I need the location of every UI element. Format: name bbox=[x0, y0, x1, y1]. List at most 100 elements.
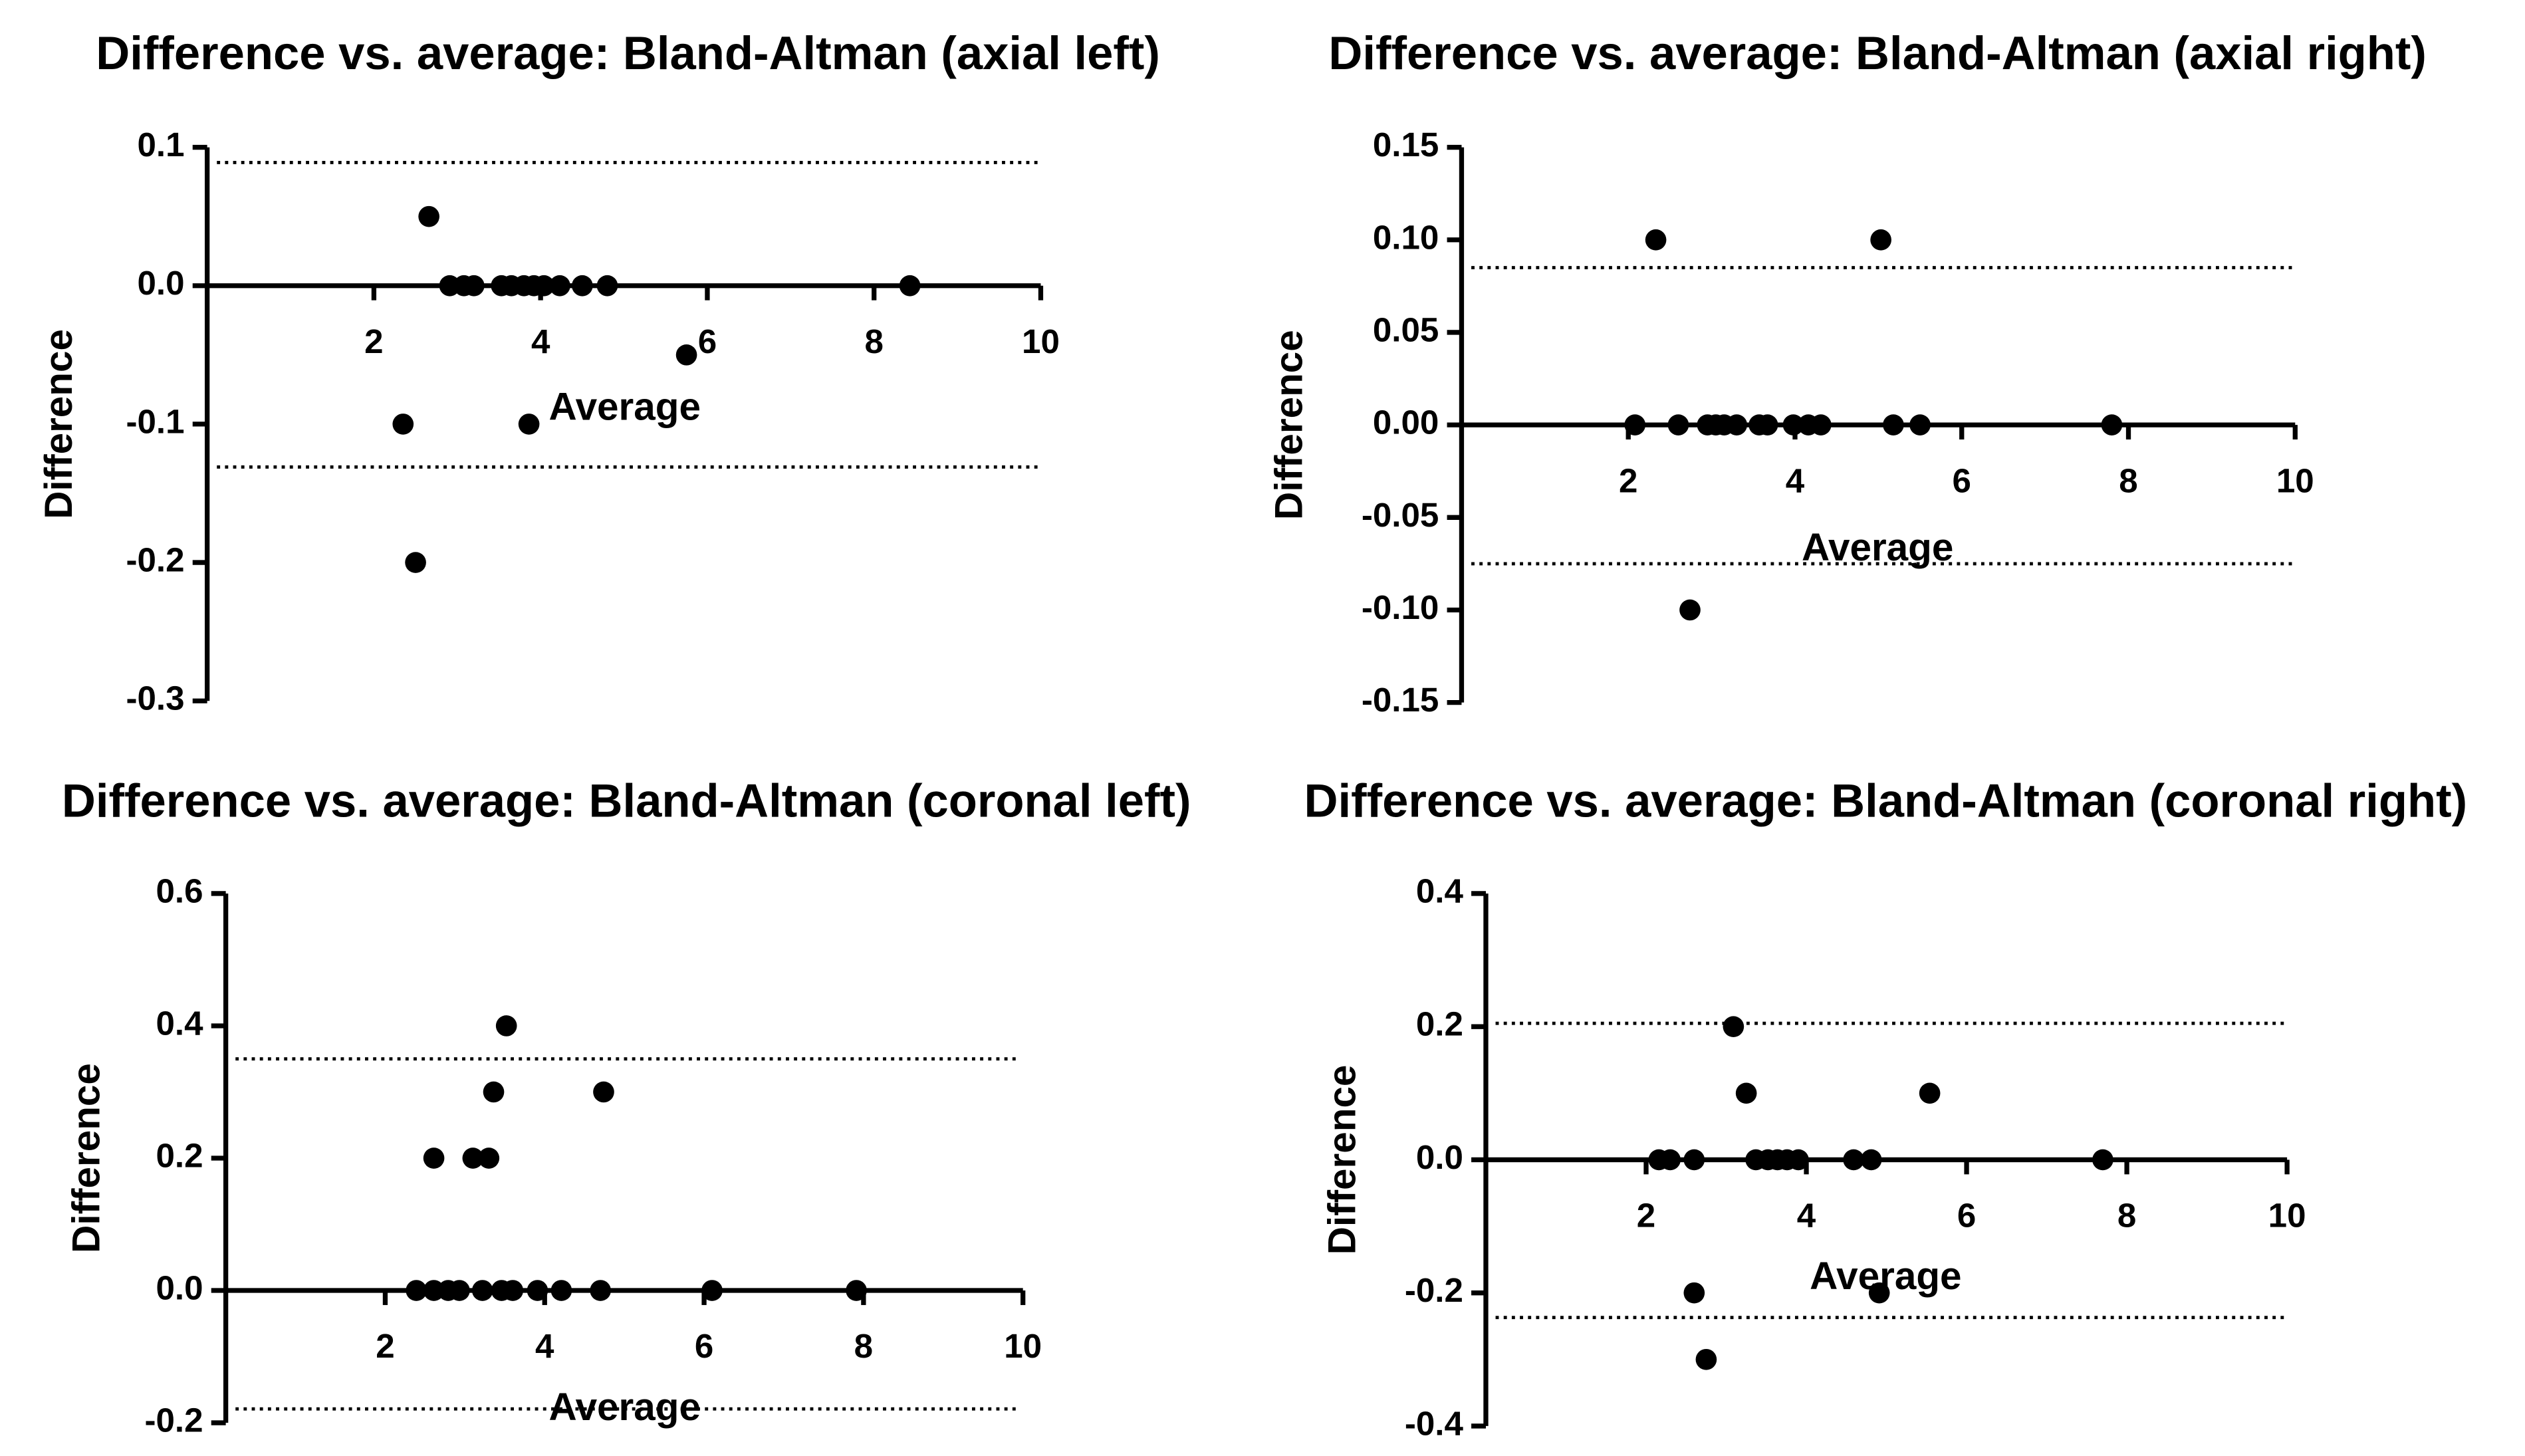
data-point bbox=[1624, 414, 1646, 435]
x-axis-label: Average bbox=[1802, 526, 1953, 569]
data-point bbox=[1695, 1348, 1717, 1370]
data-point bbox=[846, 1280, 867, 1301]
x-tick-label: 8 bbox=[2119, 461, 2137, 499]
data-point bbox=[1782, 414, 1804, 435]
y-tick-label: 0.2 bbox=[156, 1136, 203, 1174]
y-axis-label: Difference bbox=[1321, 1065, 1364, 1255]
x-tick-label: 2 bbox=[1637, 1197, 1655, 1235]
y-tick-label: -0.05 bbox=[1362, 496, 1439, 534]
x-tick-label: 10 bbox=[2268, 1197, 2306, 1235]
y-tick-label: 0.1 bbox=[137, 126, 184, 164]
data-point bbox=[675, 344, 697, 366]
data-point bbox=[2092, 1149, 2113, 1171]
chart-title: Difference vs. average: Bland-Altman (co… bbox=[62, 775, 1191, 827]
y-tick-label: -0.10 bbox=[1362, 588, 1439, 626]
data-point bbox=[1860, 1149, 1882, 1171]
chart-title: Difference vs. average: Bland-Altman (ax… bbox=[1328, 27, 2427, 79]
data-point bbox=[1735, 1082, 1757, 1104]
chart-title: Difference vs. average: Bland-Altman (co… bbox=[1304, 775, 2468, 827]
data-point bbox=[1645, 229, 1667, 251]
x-tick-label: 6 bbox=[1957, 1197, 1976, 1235]
data-point bbox=[1810, 414, 1832, 435]
data-point bbox=[478, 1148, 500, 1169]
x-tick-label: 8 bbox=[2117, 1197, 2136, 1235]
data-point bbox=[1919, 1082, 1941, 1104]
y-tick-label: -0.15 bbox=[1362, 681, 1439, 719]
y-tick-label: -0.2 bbox=[1405, 1271, 1463, 1309]
x-tick-label: 4 bbox=[1786, 461, 1805, 499]
y-tick-label: -0.2 bbox=[144, 1401, 203, 1439]
data-point bbox=[1679, 599, 1701, 621]
data-point bbox=[1868, 1282, 1890, 1304]
x-tick-label: 2 bbox=[364, 322, 383, 360]
data-point bbox=[1870, 229, 1891, 251]
x-tick-label: 4 bbox=[531, 322, 550, 360]
x-tick-label: 8 bbox=[854, 1327, 873, 1365]
data-point bbox=[449, 1280, 470, 1301]
data-point bbox=[899, 275, 921, 297]
data-point bbox=[701, 1280, 723, 1301]
data-point bbox=[1788, 1149, 1809, 1171]
y-tick-label: -0.4 bbox=[1405, 1404, 1464, 1442]
y-axis-label: Difference bbox=[64, 1063, 108, 1253]
x-tick-label: 2 bbox=[376, 1327, 394, 1365]
y-tick-label: 0.10 bbox=[1373, 218, 1439, 256]
data-point bbox=[590, 1280, 612, 1301]
data-point bbox=[596, 275, 618, 297]
y-tick-label: -0.1 bbox=[126, 402, 184, 440]
y-axis-label: Difference bbox=[37, 329, 80, 519]
x-tick-label: 10 bbox=[1004, 1327, 1042, 1365]
data-point bbox=[593, 1081, 614, 1103]
x-axis-label: Average bbox=[549, 1386, 701, 1429]
data-point bbox=[1883, 414, 1904, 435]
data-point bbox=[495, 1015, 517, 1036]
x-tick-label: 4 bbox=[1797, 1197, 1816, 1235]
x-tick-label: 6 bbox=[698, 322, 717, 360]
chart-title: Difference vs. average: Bland-Altman (ax… bbox=[96, 27, 1160, 79]
y-tick-label: 0.00 bbox=[1373, 404, 1439, 441]
x-tick-label: 6 bbox=[1953, 461, 1971, 499]
data-point bbox=[471, 1280, 493, 1301]
data-point bbox=[1909, 414, 1931, 435]
data-point bbox=[502, 1280, 524, 1301]
y-tick-label: -0.3 bbox=[126, 679, 184, 717]
data-point bbox=[1659, 1149, 1681, 1171]
data-point bbox=[527, 1280, 548, 1301]
x-tick-label: 8 bbox=[864, 322, 883, 360]
data-point bbox=[1683, 1282, 1705, 1304]
data-point bbox=[2101, 414, 2123, 435]
data-point bbox=[423, 1148, 445, 1169]
data-point bbox=[406, 1280, 427, 1301]
y-tick-label: 0.4 bbox=[1416, 872, 1464, 910]
data-point bbox=[1843, 1149, 1864, 1171]
data-point bbox=[1667, 414, 1689, 435]
data-point bbox=[1756, 414, 1778, 435]
x-tick-label: 6 bbox=[695, 1327, 713, 1365]
data-point bbox=[463, 275, 485, 297]
data-point bbox=[572, 275, 593, 297]
data-point bbox=[518, 414, 540, 435]
y-tick-label: 0.0 bbox=[1416, 1138, 1463, 1176]
x-tick-label: 10 bbox=[2276, 461, 2314, 499]
y-tick-label: 0.4 bbox=[156, 1004, 203, 1042]
x-tick-label: 10 bbox=[1022, 322, 1060, 360]
data-point bbox=[392, 414, 414, 435]
y-tick-label: 0.05 bbox=[1373, 310, 1439, 348]
x-axis-label: Average bbox=[549, 385, 701, 428]
y-tick-label: 0.6 bbox=[156, 872, 203, 910]
y-tick-label: -0.2 bbox=[126, 541, 184, 579]
data-point bbox=[550, 1280, 572, 1301]
data-point bbox=[483, 1081, 505, 1103]
x-tick-label: 2 bbox=[1619, 461, 1637, 499]
data-point bbox=[418, 205, 439, 227]
data-point bbox=[462, 1148, 484, 1169]
data-point bbox=[533, 275, 555, 297]
x-tick-label: 4 bbox=[535, 1327, 554, 1365]
data-point bbox=[1723, 1016, 1744, 1038]
data-point bbox=[1683, 1149, 1705, 1171]
data-point bbox=[405, 552, 426, 573]
data-point bbox=[549, 275, 570, 297]
y-tick-label: 0.0 bbox=[137, 264, 184, 302]
data-point bbox=[1726, 414, 1748, 435]
